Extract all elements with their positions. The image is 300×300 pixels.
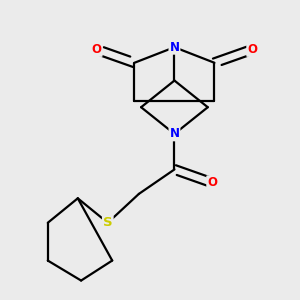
Text: N: N xyxy=(169,41,179,54)
Text: N: N xyxy=(169,128,179,140)
Text: S: S xyxy=(103,216,112,229)
Text: O: O xyxy=(247,43,257,56)
Text: O: O xyxy=(207,176,217,189)
Text: O: O xyxy=(92,43,102,56)
